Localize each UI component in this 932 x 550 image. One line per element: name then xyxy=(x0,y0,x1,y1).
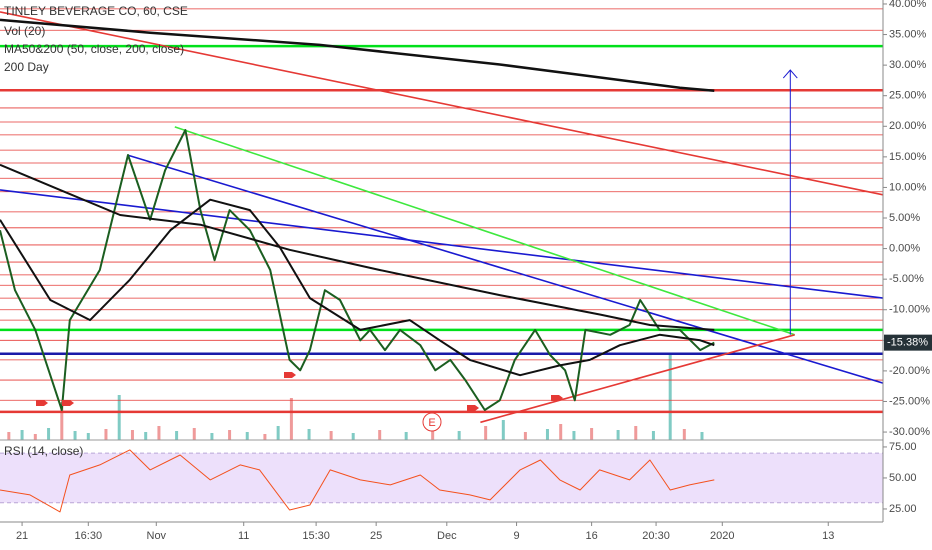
volume-bar xyxy=(86,433,90,440)
x-tick-label: Dec xyxy=(437,530,457,542)
y-tick-label: 30.00% xyxy=(889,59,927,71)
volume-bar xyxy=(245,432,249,440)
trend-line xyxy=(0,189,884,299)
flag-icon xyxy=(62,400,74,406)
volume-bar xyxy=(590,428,594,440)
volume-bar xyxy=(175,431,179,440)
volume-bar xyxy=(572,431,576,440)
y-tick-label: 40.00% xyxy=(889,0,927,10)
volume-bar xyxy=(682,429,686,440)
y-tick-label: 75.00 xyxy=(889,441,917,453)
trend-line xyxy=(174,126,795,336)
volume-bar xyxy=(228,430,232,440)
x-tick-label: 15:30 xyxy=(302,530,330,542)
y-tick-label: 20.00% xyxy=(889,120,927,132)
x-tick-label: 25 xyxy=(370,530,382,542)
series-line xyxy=(0,198,715,377)
volume-bar xyxy=(307,429,311,440)
legend-entry: 200 Day xyxy=(4,60,49,74)
flag-icon xyxy=(467,405,479,411)
y-tick-label: 50.00 xyxy=(889,472,917,484)
volume-bar xyxy=(484,426,488,440)
volume-bar xyxy=(130,430,134,440)
y-tick-label: 25.00 xyxy=(889,503,917,515)
chart-title: TINLEY BEVERAGE CO, 60, CSE xyxy=(4,4,188,18)
legend-entry: Vol (20) xyxy=(4,24,45,38)
last-value-badge xyxy=(884,334,932,351)
y-tick-label: 5.00% xyxy=(889,212,920,224)
chart-title: RSI (14, close) xyxy=(4,444,83,458)
volume-bar xyxy=(60,402,64,440)
volume-bar xyxy=(210,433,214,440)
markers xyxy=(36,372,563,411)
earnings-marker xyxy=(422,412,442,432)
flag-icon xyxy=(36,400,48,406)
series-line xyxy=(0,129,715,411)
y-tick-label: 10.00% xyxy=(889,181,927,193)
last-value-label: -15.38% xyxy=(887,337,928,349)
volume-bar xyxy=(404,432,408,440)
volume-bar xyxy=(33,434,37,440)
x-tick-label: 21 xyxy=(16,530,28,542)
trend-line xyxy=(0,11,884,196)
y-tick-label: 25.00% xyxy=(889,90,927,102)
volume-bar xyxy=(329,431,333,440)
volume-bar xyxy=(501,420,505,440)
volume-bar xyxy=(559,424,563,440)
volume-bar xyxy=(616,430,620,440)
volume-bar xyxy=(263,434,267,440)
y-tick-label: -25.00% xyxy=(889,395,930,407)
y-tick-label: 35.00% xyxy=(889,28,927,40)
volume-bar xyxy=(378,430,382,440)
x-tick-label: 20:30 xyxy=(642,530,670,542)
volume-bar xyxy=(144,432,148,440)
x-tick-label: 11 xyxy=(238,530,249,542)
volume-bar xyxy=(668,355,672,440)
x-tick-label: 13 xyxy=(822,530,834,542)
y-tick-label: -20.00% xyxy=(889,365,930,377)
volume-bar xyxy=(47,428,51,440)
arrow-head xyxy=(782,69,798,79)
volume-bar xyxy=(431,428,435,440)
volume-bar xyxy=(457,431,461,440)
volume-bar xyxy=(73,431,77,440)
series-line xyxy=(0,163,715,331)
volume-bar xyxy=(289,398,293,440)
volume-bar xyxy=(700,432,704,440)
x-tick-label: Nov xyxy=(147,530,167,542)
x-tick-label: 16:30 xyxy=(75,530,103,542)
volume-bar xyxy=(276,426,280,440)
series-line xyxy=(0,449,715,513)
x-tick-label: 9 xyxy=(513,530,519,542)
volume-bar xyxy=(634,426,638,440)
trend-line xyxy=(480,334,795,424)
volume-bar xyxy=(20,430,24,440)
y-tick-label: 0.00% xyxy=(889,242,920,254)
volume-bar xyxy=(192,428,196,440)
series-line xyxy=(0,18,715,93)
earnings-label: E xyxy=(428,417,435,429)
volume-bar xyxy=(651,431,655,440)
flag-icon xyxy=(551,395,563,401)
x-tick-label: 2020 xyxy=(710,530,734,542)
y-tick-label: -5.00% xyxy=(889,273,924,285)
volume-bar xyxy=(117,395,121,440)
flag-icon xyxy=(284,372,296,378)
y-tick-label: 15.00% xyxy=(889,151,927,163)
legend-entry: MA50&200 (50, close, 200, close) xyxy=(4,42,184,56)
volume-bar xyxy=(104,429,108,440)
volume-bar xyxy=(523,432,527,440)
volume-bar xyxy=(545,429,549,440)
y-tick-label: -30.00% xyxy=(889,426,930,438)
volume-bar xyxy=(351,433,355,440)
y-tick-label: -10.00% xyxy=(889,304,930,316)
x-tick-label: 16 xyxy=(585,530,597,542)
rsi-band xyxy=(0,453,883,503)
volume-bar xyxy=(157,426,161,440)
volume-bar xyxy=(7,432,11,440)
